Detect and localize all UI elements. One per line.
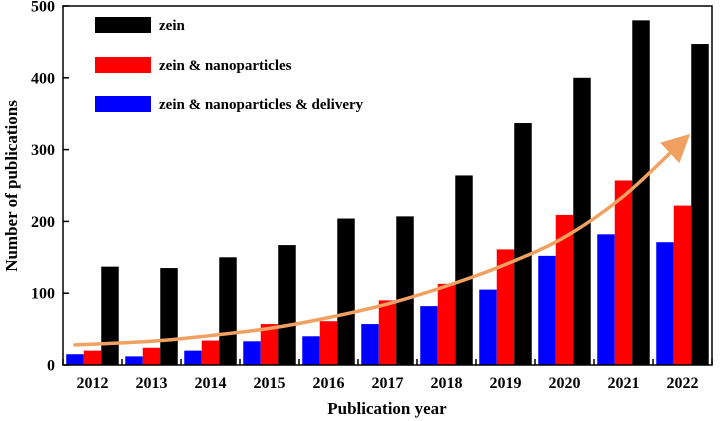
- x-tick-label: 2012: [77, 375, 109, 392]
- bar-zein-nanoparticles-2020: [555, 214, 574, 365]
- bar-zein-nanoparticles-2021: [614, 180, 633, 365]
- bar-zein-2016: [337, 218, 355, 365]
- legend-label-zein: zein: [159, 18, 185, 34]
- bar-zein-2019: [514, 123, 532, 365]
- x-tick-label: 2015: [254, 375, 286, 392]
- plot-frame: [62, 5, 713, 366]
- bar-zein-nanoparticles-delivery-2022: [656, 242, 674, 365]
- x-axis-title: Publication year: [327, 399, 447, 418]
- x-tick-label: 2013: [136, 375, 168, 392]
- bar-zein-2012: [101, 266, 119, 365]
- bar-zein-nanoparticles-delivery-2019: [479, 289, 497, 365]
- bar-zein-nanoparticles-delivery-2017: [361, 324, 379, 365]
- y-axis-title: Number of publications: [2, 100, 21, 272]
- y-tick-label: 200: [31, 214, 55, 231]
- y-tick-label: 100: [31, 286, 55, 303]
- bar-zein-nanoparticles-delivery-2021: [597, 234, 615, 365]
- bar-zein-nanoparticles-delivery-2014: [184, 350, 202, 365]
- bar-zein-nanoparticles-delivery-2020: [538, 255, 556, 365]
- legend-swatch-zein-nanoparticles: [95, 57, 151, 73]
- bar-zein-nanoparticles-2019: [496, 249, 515, 365]
- x-tick-label: 2020: [549, 375, 581, 392]
- bar-zein-2022: [691, 44, 709, 365]
- bar-zein-2018: [455, 175, 473, 365]
- bar-zein-nanoparticles-delivery-2012: [66, 354, 84, 365]
- bar-zein-nanoparticles-2022: [673, 205, 692, 365]
- bar-zein-nanoparticles-delivery-2016: [302, 336, 320, 365]
- legend-label-zein-nanoparticles: zein & nanoparticles: [159, 58, 292, 74]
- legend-swatch-zein: [95, 17, 151, 33]
- bar-zein-nanoparticles-2014: [201, 340, 220, 365]
- bar-zein-2020: [573, 77, 591, 366]
- legend: zein zein & nanoparticles zein & nanopar…: [95, 17, 364, 113]
- bar-zein-nanoparticles-2012: [83, 350, 102, 365]
- x-tick-label: 2014: [195, 375, 227, 392]
- x-axis-ticks: 2012 2013 2014 2015 2016 2017 2018 2019 2020 2021…: [62, 359, 713, 392]
- bar-zein-nanoparticles-2015: [260, 324, 279, 365]
- x-tick-label: 2017: [372, 375, 404, 392]
- bar-zein-2013: [160, 268, 178, 365]
- bar-zein-nanoparticles-2013: [142, 347, 161, 365]
- bar-zein-nanoparticles-delivery-2015: [243, 341, 261, 365]
- x-tick-label: 2018: [431, 375, 463, 392]
- y-axis-ticks: 0 100 200 300 400 500: [31, 0, 69, 375]
- y-tick-label: 500: [31, 0, 55, 16]
- bar-zein-2015: [278, 245, 296, 365]
- x-tick-label: 2021: [608, 375, 640, 392]
- y-tick-label: 0: [47, 358, 55, 375]
- bar-zein-nanoparticles-2017: [378, 300, 397, 365]
- bar-zein-nanoparticles-2018: [437, 283, 456, 365]
- bars-layer: [66, 20, 709, 366]
- bar-zein-nanoparticles-2016: [319, 321, 338, 365]
- y-tick-label: 400: [31, 70, 55, 87]
- trend-curve: [73, 133, 691, 347]
- y-tick-label: 300: [31, 142, 55, 159]
- bar-zein-2017: [396, 216, 414, 365]
- legend-swatch-zein-nanoparticles-delivery: [95, 96, 151, 112]
- bar-zein-nanoparticles-delivery-2018: [420, 306, 438, 365]
- bar-zein-2021: [632, 20, 650, 366]
- x-tick-label: 2022: [667, 375, 699, 392]
- x-tick-label: 2016: [313, 375, 345, 392]
- bar-zein-nanoparticles-delivery-2013: [125, 356, 143, 365]
- legend-label-zein-nanoparticles-delivery: zein & nanoparticles & delivery: [159, 97, 364, 113]
- x-tick-label: 2019: [490, 375, 522, 392]
- bar-zein-2014: [219, 257, 237, 365]
